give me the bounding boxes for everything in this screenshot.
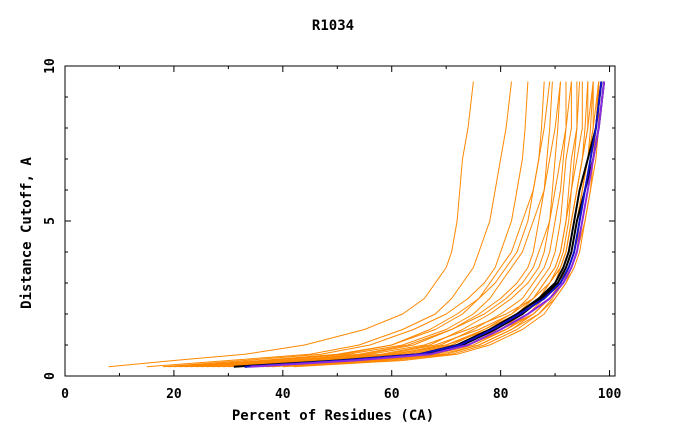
model-series-line	[168, 81, 551, 368]
model-series-line	[282, 81, 600, 368]
y-tick-label: 5	[43, 217, 58, 225]
highlight-series-line	[233, 81, 603, 368]
x-tick-label: 60	[384, 387, 400, 402]
model-series-line	[179, 81, 561, 368]
model-series-line	[146, 81, 512, 368]
highlight-series-line	[250, 81, 606, 368]
model-series-line	[201, 81, 561, 368]
ticks-layer: 0 20 40 60 80 100 0 5 10	[43, 58, 621, 402]
model-series-line	[190, 81, 594, 368]
x-tick-label: 100	[598, 387, 622, 402]
model-series-line	[108, 81, 474, 368]
y-axis-title: Distance Cutoff, A	[19, 157, 35, 309]
model-series-line	[195, 81, 572, 368]
x-tick-label: 20	[166, 387, 182, 402]
model-series-line	[244, 81, 602, 368]
y-tick-label: 10	[43, 58, 58, 74]
x-tick-label: 80	[493, 387, 509, 402]
x-tick-label: 0	[61, 387, 69, 402]
model-series-line	[239, 81, 578, 368]
model-series-line	[162, 81, 529, 368]
model-series-line	[222, 81, 589, 368]
model-series-line	[206, 81, 581, 368]
model-series-line	[228, 81, 572, 368]
model-series-line	[255, 81, 600, 368]
plot-frame	[64, 65, 616, 377]
y-tick-label: 0	[43, 372, 58, 380]
model-series-line	[233, 81, 600, 368]
highlight-series-line	[244, 81, 603, 368]
series-layer	[108, 81, 606, 368]
chart-title: R1034	[312, 18, 354, 34]
x-tick-label: 40	[275, 387, 291, 402]
model-series-line	[184, 81, 553, 368]
x-axis-title: Percent of Residues (CA)	[232, 408, 434, 424]
